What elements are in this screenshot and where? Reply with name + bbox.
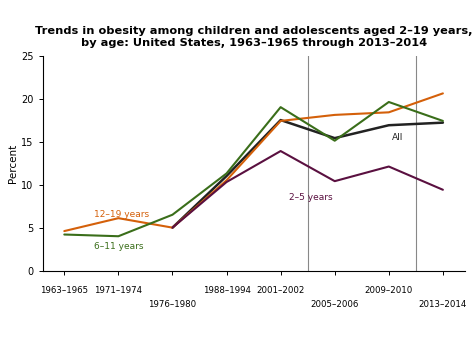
Text: 1963–1965: 1963–1965 [40,286,88,295]
Text: 1988–1994: 1988–1994 [202,286,251,295]
Title: Trends in obesity among children and adolescents aged 2–19 years,
by age: United: Trends in obesity among children and ado… [35,26,472,48]
Y-axis label: Percent: Percent [9,143,18,183]
Text: 2009–2010: 2009–2010 [365,286,413,295]
Text: All: All [392,133,403,142]
Text: 2001–2002: 2001–2002 [256,286,305,295]
Text: 2005–2006: 2005–2006 [310,300,359,309]
Text: 1976–1980: 1976–1980 [148,300,197,309]
Text: 6–11 years: 6–11 years [94,242,144,251]
Text: 1971–1974: 1971–1974 [94,286,143,295]
Text: 2013–2014: 2013–2014 [419,300,467,309]
Text: 2–5 years: 2–5 years [289,193,332,202]
Text: 12–19 years: 12–19 years [94,210,149,219]
